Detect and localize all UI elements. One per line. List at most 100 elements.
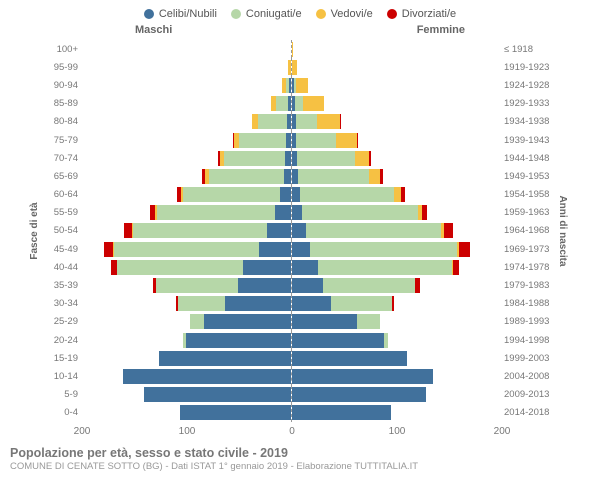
seg-d xyxy=(369,151,371,166)
age-row: 70-741944-1948 xyxy=(48,149,552,167)
bar-male xyxy=(82,387,291,402)
seg-co xyxy=(209,169,285,184)
center-axis xyxy=(291,295,292,313)
birth-tick: 1999-2003 xyxy=(500,353,552,364)
birth-tick: 1924-1928 xyxy=(500,80,552,91)
age-row: 80-841934-1938 xyxy=(48,113,552,131)
center-axis xyxy=(291,313,292,331)
header-female: Femmine xyxy=(417,24,465,36)
age-tick: 85-89 xyxy=(48,98,82,109)
age-row: 85-89 1929-1933 xyxy=(48,95,552,113)
legend-swatch xyxy=(387,9,397,19)
seg-co xyxy=(310,242,457,257)
bar-male xyxy=(82,114,291,129)
seg-c xyxy=(292,314,357,329)
age-row: 10-142004-2008 xyxy=(48,367,552,385)
birth-tick: 1939-1943 xyxy=(500,135,552,146)
seg-co xyxy=(306,223,440,238)
bar-male xyxy=(82,151,291,166)
seg-co xyxy=(276,96,289,111)
birth-tick: 2004-2008 xyxy=(500,371,552,382)
age-row: 55-591959-1963 xyxy=(48,204,552,222)
seg-co xyxy=(183,187,280,202)
age-row: 20-241994-1998 xyxy=(48,331,552,349)
age-row: 75-791939-1943 xyxy=(48,131,552,149)
age-row: 40-441974-1978 xyxy=(48,258,552,276)
bar-female xyxy=(292,42,501,57)
age-tick: 20-24 xyxy=(48,335,82,346)
legend-swatch xyxy=(144,9,154,19)
bar-male xyxy=(82,296,291,311)
legend-label: Divorziati/e xyxy=(402,8,456,20)
seg-c xyxy=(292,333,384,348)
bar-male xyxy=(82,223,291,238)
age-tick: 60-64 xyxy=(48,189,82,200)
bar-female xyxy=(292,296,501,311)
seg-c xyxy=(275,205,291,220)
center-axis xyxy=(291,149,292,167)
center-axis xyxy=(291,186,292,204)
seg-v xyxy=(303,96,324,111)
age-row: 95-991919-1923 xyxy=(48,58,552,76)
age-row: 30-341984-1988 xyxy=(48,295,552,313)
age-row: 50-541964-1968 xyxy=(48,222,552,240)
age-tick: 15-19 xyxy=(48,353,82,364)
center-axis xyxy=(291,386,292,404)
age-row: 60-641954-1958 xyxy=(48,186,552,204)
seg-c xyxy=(292,242,311,257)
bar-male xyxy=(82,260,291,275)
header-male: Maschi xyxy=(135,24,172,36)
seg-co xyxy=(357,314,380,329)
seg-co xyxy=(190,314,205,329)
seg-v xyxy=(292,42,293,57)
bar-female xyxy=(292,169,501,184)
birth-tick: 2014-2018 xyxy=(500,407,552,418)
seg-c xyxy=(243,260,290,275)
x-tick: 200 xyxy=(494,426,511,437)
age-tick: 55-59 xyxy=(48,207,82,218)
age-row: 45-491969-1973 xyxy=(48,240,552,258)
seg-c xyxy=(292,278,324,293)
bar-male xyxy=(82,351,291,366)
bar-female xyxy=(292,205,501,220)
age-row: 65-691949-1953 xyxy=(48,167,552,185)
age-row: 90-941924-1928 xyxy=(48,76,552,94)
bar-male xyxy=(82,42,291,57)
seg-d xyxy=(392,296,394,311)
age-tick: 25-29 xyxy=(48,316,82,327)
birth-tick: 1929-1933 xyxy=(500,98,552,109)
seg-c xyxy=(180,405,290,420)
seg-c xyxy=(292,187,300,202)
seg-c xyxy=(292,369,434,384)
seg-c xyxy=(280,187,291,202)
seg-co xyxy=(157,205,275,220)
birth-tick: 1944-1948 xyxy=(500,153,552,164)
age-tick: 65-69 xyxy=(48,171,82,182)
age-row: 100+≤ 1918 xyxy=(48,40,552,58)
bar-male xyxy=(82,169,291,184)
age-row: 35-391979-1983 xyxy=(48,276,552,294)
legend-swatch xyxy=(316,9,326,19)
bar-male xyxy=(82,96,291,111)
chart-area: 100+≤ 191895-991919-192390-941924-192885… xyxy=(48,40,552,422)
seg-co xyxy=(331,296,392,311)
seg-c xyxy=(259,242,291,257)
seg-d xyxy=(422,205,427,220)
age-tick: 50-54 xyxy=(48,225,82,236)
seg-co xyxy=(224,151,285,166)
center-axis xyxy=(291,222,292,240)
age-tick: 95-99 xyxy=(48,62,82,73)
legend: Celibi/NubiliConiugati/eVedovi/eDivorzia… xyxy=(0,0,600,24)
bar-male xyxy=(82,314,291,329)
bar-male xyxy=(82,278,291,293)
center-axis xyxy=(291,95,292,113)
seg-c xyxy=(186,333,291,348)
seg-c xyxy=(238,278,291,293)
bar-female xyxy=(292,242,501,257)
ylabel-right: Anni di nascita xyxy=(557,195,568,266)
seg-co xyxy=(302,205,418,220)
seg-c xyxy=(159,351,290,366)
x-tick: 100 xyxy=(389,426,406,437)
center-axis xyxy=(291,404,292,422)
center-axis xyxy=(291,58,292,76)
